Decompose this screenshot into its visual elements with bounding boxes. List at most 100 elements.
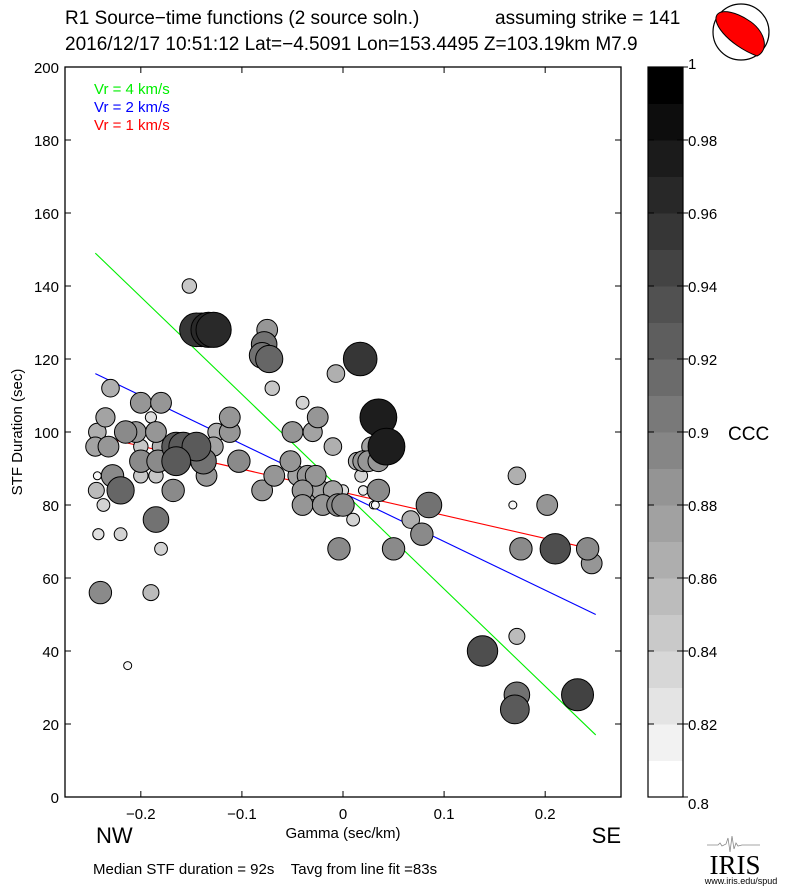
x-tick-label: 0.1 xyxy=(434,806,455,823)
y-tick-label: 160 xyxy=(34,206,59,223)
data-point xyxy=(87,481,105,499)
data-point xyxy=(218,406,241,429)
colorbar-level xyxy=(648,687,683,725)
colorbar-level xyxy=(648,176,683,214)
colorbar-level xyxy=(648,140,683,177)
data-point xyxy=(401,510,421,529)
data-point xyxy=(95,407,116,428)
colorbar-level xyxy=(648,359,683,396)
data-point xyxy=(466,635,499,667)
data-point xyxy=(331,493,355,517)
colorbar-tick-label: 0.98 xyxy=(688,133,717,150)
data-point xyxy=(181,278,198,294)
colorbar-level xyxy=(648,103,683,141)
x-tick-label: −0.2 xyxy=(126,806,156,823)
data-point xyxy=(264,380,280,396)
colorbar-tick-label: 0.84 xyxy=(688,644,717,661)
data-point xyxy=(357,485,369,496)
data-point xyxy=(323,437,343,456)
y-tick-label: 80 xyxy=(42,498,59,515)
colorbar-level xyxy=(648,614,683,652)
data-point xyxy=(509,537,533,561)
data-point xyxy=(227,449,251,473)
data-point xyxy=(381,537,406,561)
colorbar-level xyxy=(648,432,683,469)
colorbar-tick-label: 0.82 xyxy=(688,717,717,734)
colorbar-level xyxy=(648,505,683,542)
colorbar-label: CCC xyxy=(728,424,769,445)
seismogram-icon xyxy=(707,835,760,853)
data-point xyxy=(106,476,135,505)
legend-vr1: Vr = 1 km/s xyxy=(94,117,170,134)
colorbar-level xyxy=(648,541,683,579)
colorbar-level xyxy=(648,322,683,360)
data-point xyxy=(366,478,391,503)
data-point xyxy=(499,694,530,725)
data-point xyxy=(508,627,526,645)
data-point xyxy=(101,378,120,398)
colorbar-tick-label: 0.96 xyxy=(688,206,717,223)
y-tick-label: 60 xyxy=(42,571,59,588)
colorbar-tick-label: 1 xyxy=(688,56,696,73)
x-axis-label: Gamma (sec/km) xyxy=(285,825,400,842)
x-tick-label: 0 xyxy=(339,806,347,823)
y-tick-label: 140 xyxy=(34,279,59,296)
colorbar-level xyxy=(648,760,683,798)
y-tick-label: 0 xyxy=(51,790,59,807)
data-point xyxy=(346,512,361,527)
data-point xyxy=(304,464,327,487)
data-point xyxy=(539,533,571,565)
data-point xyxy=(96,498,111,512)
y-axis-label: STF Duration (sec) xyxy=(9,369,26,496)
data-point xyxy=(507,466,527,486)
data-point xyxy=(129,391,152,414)
data-point xyxy=(370,500,380,510)
data-point xyxy=(279,450,302,473)
data-point xyxy=(92,528,105,541)
y-tick-label: 100 xyxy=(34,425,59,442)
y-tick-label: 120 xyxy=(34,352,59,369)
colorbar-level xyxy=(648,249,683,287)
beachball-icon xyxy=(712,3,770,61)
data-point xyxy=(327,537,351,561)
colorbar-tick-label: 0.94 xyxy=(688,279,717,296)
data-point xyxy=(92,471,102,481)
data-point xyxy=(367,427,406,466)
data-point xyxy=(97,435,120,458)
data-point xyxy=(145,421,167,443)
colorbar-level xyxy=(648,67,683,104)
data-point xyxy=(415,491,443,519)
iris-logo-text: IRIS xyxy=(709,850,760,880)
colorbar-level xyxy=(648,651,683,688)
data-point xyxy=(536,494,559,516)
y-tick-label: 180 xyxy=(34,133,59,150)
data-point xyxy=(575,537,600,561)
data-point xyxy=(281,421,304,443)
data-point xyxy=(291,494,314,516)
x-tick-label: 0.2 xyxy=(535,806,556,823)
colorbar-level xyxy=(648,395,683,433)
summary-text: Median STF duration = 92s Tavg from line… xyxy=(93,861,438,878)
iris-url: www.iris.edu/spud xyxy=(704,876,778,886)
data-point xyxy=(161,446,192,477)
data-point xyxy=(326,364,346,383)
strike-label: assuming strike = 141 xyxy=(495,8,681,29)
y-tick-label: 200 xyxy=(34,60,59,77)
data-point xyxy=(181,431,212,462)
colorbar-level xyxy=(648,724,683,761)
data-point xyxy=(263,464,286,487)
y-tick-label: 20 xyxy=(42,717,59,734)
data-point xyxy=(251,479,274,502)
data-point xyxy=(113,527,128,542)
data-point xyxy=(154,541,168,556)
colorbar-tick-label: 0.92 xyxy=(688,352,717,369)
data-point xyxy=(508,500,518,510)
colorbar-tick-label: 0.9 xyxy=(688,425,709,442)
data-point xyxy=(561,678,595,712)
iris-logo: IRIS www.iris.edu/spud xyxy=(704,835,778,886)
x-tick-label: −0.1 xyxy=(227,806,257,823)
colorbar xyxy=(648,67,683,798)
data-point xyxy=(255,344,284,374)
legend-vr4: Vr = 4 km/s xyxy=(94,81,170,98)
